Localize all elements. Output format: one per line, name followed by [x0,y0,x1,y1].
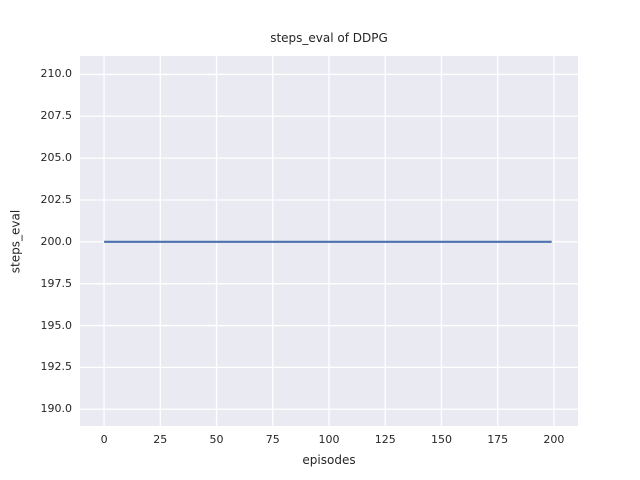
x-tick-label: 25 [153,433,168,446]
x-tick-label: 125 [374,433,396,446]
x-tick-label: 100 [318,433,340,446]
x-tick-label: 50 [209,433,224,446]
y-tick-label: 192.5 [40,360,73,374]
x-tick-label: 175 [487,433,509,446]
y-tick-label: 190.0 [40,402,73,416]
y-tick-label: 195.0 [40,318,73,332]
x-axis-label: episodes [302,453,356,467]
x-tick-label: 75 [265,433,280,446]
x-tick-label: 200 [543,433,565,446]
y-tick-label: 200.0 [40,234,73,248]
plot-area [80,56,578,426]
y-tick-label: 202.5 [40,192,73,206]
chart-title: steps_eval of DDPG [270,31,388,45]
x-tick-label: 0 [100,433,108,446]
plot-canvas [80,56,578,426]
y-tick-label: 210.0 [40,67,73,81]
y-tick-label: 197.5 [40,276,73,290]
x-tick-label: 150 [430,433,452,446]
y-tick-label: 207.5 [40,109,73,123]
y-tick-label: 205.0 [40,151,73,165]
